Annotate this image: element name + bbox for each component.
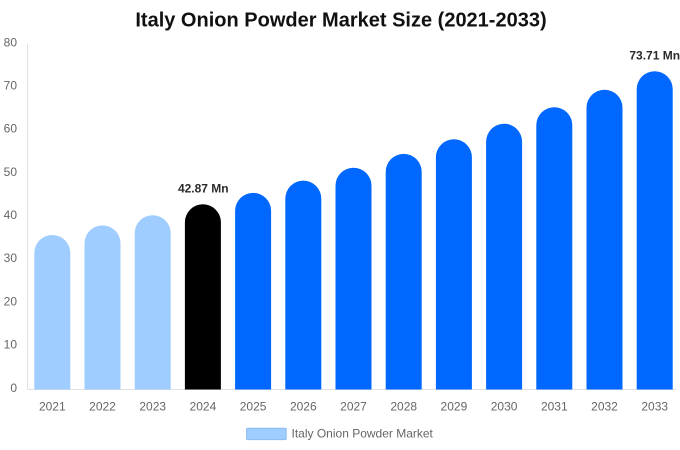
svg-text:50: 50 [4, 165, 18, 179]
svg-text:80: 80 [4, 35, 18, 49]
svg-text:2021: 2021 [39, 400, 66, 414]
svg-text:2029: 2029 [441, 400, 468, 414]
svg-text:Italy Onion Powder Market Size: Italy Onion Powder Market Size (2021-203… [135, 10, 546, 32]
svg-text:2027: 2027 [340, 400, 367, 414]
svg-text:2033: 2033 [641, 400, 668, 414]
svg-text:2028: 2028 [390, 400, 417, 414]
svg-text:70: 70 [4, 79, 18, 93]
svg-text:2023: 2023 [139, 400, 166, 414]
svg-text:42.87 Mn: 42.87 Mn [178, 181, 229, 195]
svg-text:2031: 2031 [541, 400, 568, 414]
svg-text:20: 20 [4, 294, 18, 308]
svg-text:2025: 2025 [240, 400, 267, 414]
svg-text:2022: 2022 [89, 400, 116, 414]
svg-text:Italy Onion Powder Market: Italy Onion Powder Market [292, 426, 434, 440]
svg-text:10: 10 [4, 338, 18, 352]
svg-text:0: 0 [10, 381, 17, 395]
svg-text:60: 60 [4, 122, 18, 136]
svg-text:73.71 Mn: 73.71 Mn [629, 49, 680, 63]
svg-text:30: 30 [4, 251, 18, 265]
svg-text:2024: 2024 [190, 400, 217, 414]
svg-text:2030: 2030 [491, 400, 518, 414]
svg-text:2032: 2032 [591, 400, 618, 414]
svg-text:2026: 2026 [290, 400, 317, 414]
svg-text:40: 40 [4, 208, 18, 222]
